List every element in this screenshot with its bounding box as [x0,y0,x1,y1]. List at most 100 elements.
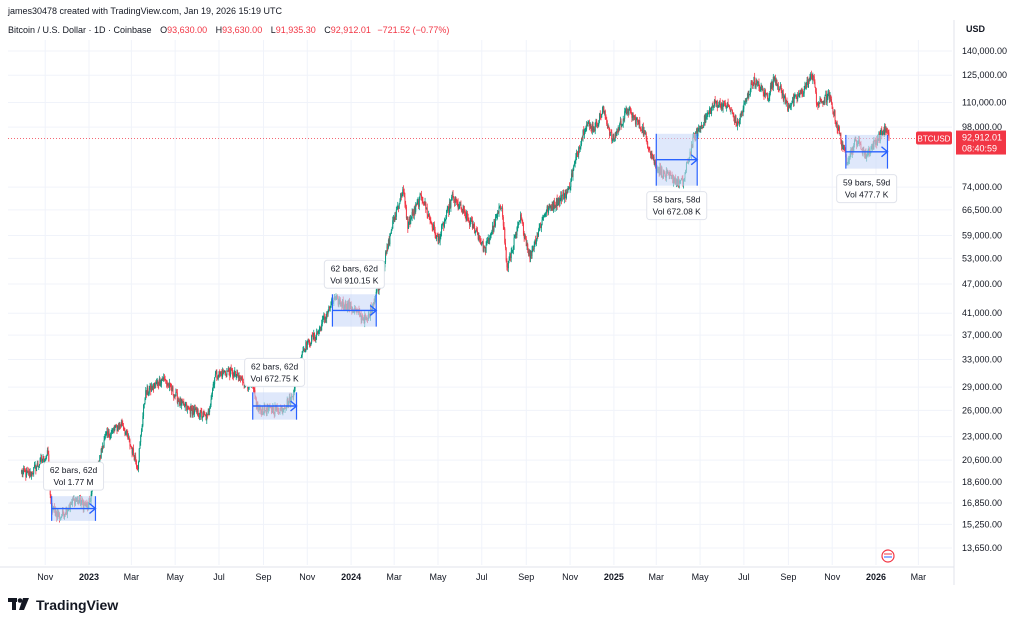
candle-body[interactable] [507,267,509,269]
candle-body[interactable] [189,407,191,409]
candle-body[interactable] [167,384,169,385]
candle-body[interactable] [774,77,776,80]
candle-body[interactable] [190,406,192,414]
candle-body[interactable] [527,244,529,251]
candle-body[interactable] [757,82,759,84]
candle-body[interactable] [412,212,414,214]
candle-body[interactable] [755,80,757,88]
candle-body[interactable] [622,124,624,126]
candle-body[interactable] [189,408,191,414]
candle-body[interactable] [751,84,753,86]
candle-body[interactable] [604,110,606,119]
candle-body[interactable] [169,382,171,384]
candle-body[interactable] [805,82,807,89]
candle-body[interactable] [247,387,249,389]
candle-body[interactable] [406,216,408,219]
candle-body[interactable] [191,406,193,409]
candle-body[interactable] [39,458,41,465]
candle-body[interactable] [635,119,637,125]
candle-body[interactable] [38,464,40,466]
candle-body[interactable] [331,299,333,302]
candle-body[interactable] [464,209,466,213]
candle-body[interactable] [558,198,560,203]
candle-body[interactable] [458,208,460,209]
candle-body[interactable] [186,403,188,410]
candle-body[interactable] [242,382,244,384]
candle-body[interactable] [725,105,727,109]
candle-body[interactable] [122,424,124,427]
candle-body[interactable] [798,94,800,97]
candle-body[interactable] [496,216,498,218]
candle-body[interactable] [187,405,189,408]
candle-body[interactable] [319,327,321,328]
candle-body[interactable] [32,473,34,475]
candle-body[interactable] [713,105,715,107]
candle-body[interactable] [152,384,154,390]
candle-body[interactable] [647,142,649,148]
candle-body[interactable] [176,391,178,393]
candle-body[interactable] [703,124,705,128]
candle-body[interactable] [475,230,477,233]
candle-body[interactable] [237,375,239,378]
candle-body[interactable] [583,132,585,135]
candle-body[interactable] [153,384,155,389]
candle-body[interactable] [232,376,234,378]
candle-body[interactable] [100,448,102,458]
candle-body[interactable] [479,239,481,242]
candle-body[interactable] [474,225,476,234]
candle-body[interactable] [303,349,305,350]
candle-body[interactable] [238,376,240,378]
candle-body[interactable] [22,471,24,475]
candle-body[interactable] [303,349,305,352]
candle-body[interactable] [504,228,506,243]
candle-body[interactable] [537,235,539,237]
candle-body[interactable] [561,194,563,201]
candle-body[interactable] [194,408,196,410]
candle-body[interactable] [30,471,32,477]
candle-body[interactable] [305,342,307,352]
candle-body[interactable] [440,232,442,237]
candle-body[interactable] [174,395,176,397]
candle-body[interactable] [642,126,644,135]
candle-body[interactable] [478,236,480,240]
candle-body[interactable] [142,416,144,426]
candle-body[interactable] [439,236,441,242]
candle-body[interactable] [130,445,132,447]
candle-body[interactable] [618,127,620,131]
candle-body[interactable] [887,131,889,133]
candle-body[interactable] [595,120,597,123]
candle-body[interactable] [722,104,724,110]
candle-body[interactable] [196,409,198,413]
candle-body[interactable] [708,109,710,114]
candle-body[interactable] [494,217,496,226]
candle-body[interactable] [740,114,742,115]
candle-body[interactable] [307,339,309,345]
candle-body[interactable] [522,223,524,235]
candle-body[interactable] [812,75,814,80]
candle-body[interactable] [432,227,434,230]
candle-body[interactable] [188,407,190,409]
candle-body[interactable] [135,456,137,461]
candle-body[interactable] [404,196,406,204]
candle-body[interactable] [461,208,463,212]
candle-body[interactable] [23,468,25,472]
candle-body[interactable] [610,132,612,133]
candle-body[interactable] [433,225,435,230]
candle-body[interactable] [710,109,712,114]
symbol-name[interactable]: Bitcoin / U.S. Dollar · 1D · Coinbase [8,25,152,35]
candle-body[interactable] [418,196,420,207]
candle-body[interactable] [400,193,402,198]
candle-body[interactable] [395,215,397,217]
candle-body[interactable] [451,193,453,197]
candle-body[interactable] [498,206,500,213]
candle-body[interactable] [815,92,817,104]
candle-body[interactable] [385,252,387,254]
candle-body[interactable] [552,205,554,210]
candle-body[interactable] [224,370,226,372]
candle-body[interactable] [460,204,462,209]
candle-body[interactable] [579,147,581,149]
candle-body[interactable] [202,412,204,418]
candle-body[interactable] [220,372,222,374]
candle-body[interactable] [118,423,120,429]
